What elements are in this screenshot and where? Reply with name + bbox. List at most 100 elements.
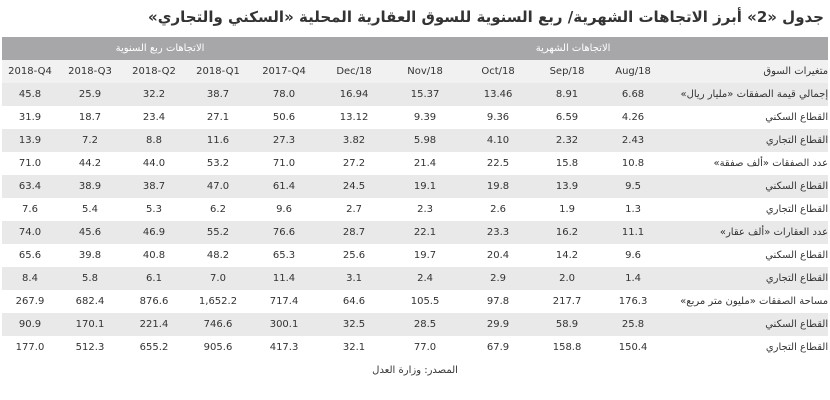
table-cell: 38.9: [58, 175, 122, 198]
table-cell: 2.4: [390, 267, 461, 290]
table-cell: 8.91: [536, 83, 599, 106]
table-row: 177.0 512.3 655.2 905.6 417.3 32.1 77.0 67.9 158…: [2, 336, 829, 359]
table-cell: 77.0: [390, 336, 461, 359]
table-cell: 2.3: [390, 198, 461, 221]
table-cell: 45.8: [2, 83, 58, 106]
table-cell: 28.5: [390, 313, 461, 336]
table-cell: 4.26: [598, 106, 669, 129]
table-cell: 74.0: [2, 221, 58, 244]
table-cell: 46.9: [122, 221, 186, 244]
table-cell: 63.4: [2, 175, 58, 198]
table-cell: 29.9: [460, 313, 537, 336]
table-cell: 53.2: [186, 152, 250, 175]
table-cell: 21.4: [390, 152, 461, 175]
table-row: 8.4 5.8 6.1 7.0 11.4 3.1 2.4 2.9 2.0 1.4 القطاع ال…: [2, 267, 829, 290]
column-header: 2018-Q1: [186, 60, 250, 83]
table-cell: 55.2: [186, 221, 250, 244]
column-header: 2018-Q3: [58, 60, 122, 83]
table-cell: 38.7: [186, 83, 250, 106]
table-cell: 217.7: [536, 290, 599, 313]
table-cell: 905.6: [186, 336, 250, 359]
table-cell: 28.7: [318, 221, 391, 244]
table-cell: 3.1: [318, 267, 391, 290]
column-header: Sep/18: [536, 60, 599, 83]
row-label: القطاع التجاري: [668, 267, 829, 290]
table-cell: 177.0: [2, 336, 58, 359]
table-cell: 2.43: [598, 129, 669, 152]
monthly-trends-header: الاتجاهات الشهرية: [318, 37, 829, 60]
table-cell: 65.3: [250, 244, 319, 267]
row-label: القطاع السكني: [668, 106, 829, 129]
table-row: 90.9 170.1 221.4 746.6 300.1 32.5 28.5 29.9 58.9…: [2, 313, 829, 336]
table-cell: 6.59: [536, 106, 599, 129]
row-label: القطاع السكني: [668, 313, 829, 336]
table-cell: 11.4: [250, 267, 319, 290]
table-cell: 9.6: [598, 244, 669, 267]
table-cell: 19.8: [460, 175, 537, 198]
table-cell: 25.9: [58, 83, 122, 106]
table-cell: 32.5: [318, 313, 391, 336]
table-cell: 45.6: [58, 221, 122, 244]
table-cell: 78.0: [250, 83, 319, 106]
table-cell: 97.8: [460, 290, 537, 313]
table-cell: 3.82: [318, 129, 391, 152]
table-cell: 65.6: [2, 244, 58, 267]
table-cell: 13.46: [460, 83, 537, 106]
table-cell: 20.4: [460, 244, 537, 267]
table-cell: 39.8: [58, 244, 122, 267]
table-cell: 22.5: [460, 152, 537, 175]
table-cell: 40.8: [122, 244, 186, 267]
column-header: Nov/18: [390, 60, 461, 83]
column-header-row: 2018-Q4 2018-Q3 2018-Q2 2018-Q1 2017-Q4 …: [2, 60, 829, 83]
source-row: المصدر: وزارة العدل: [2, 359, 829, 382]
table-row: 65.6 39.8 40.8 48.2 65.3 25.6 19.7 20.4 14.2 9.6 ا…: [2, 244, 829, 267]
table-cell: 27.1: [186, 106, 250, 129]
table-cell: 23.3: [460, 221, 537, 244]
table-cell: 58.9: [536, 313, 599, 336]
table-cell: 6.68: [598, 83, 669, 106]
table-cell: 8.8: [122, 129, 186, 152]
table-row: 63.4 38.9 38.7 47.0 61.4 24.5 19.1 19.8 13.9 9.5 ا…: [2, 175, 829, 198]
row-label: مساحة الصفقات «مليون متر مربع»: [668, 290, 829, 313]
row-label: عدد الصفقات «ألف صفقة»: [668, 152, 829, 175]
table-cell: 11.6: [186, 129, 250, 152]
table-cell: 221.4: [122, 313, 186, 336]
source-note: المصدر: وزارة العدل: [2, 359, 829, 382]
table-cell: 27.2: [318, 152, 391, 175]
market-trends-table: الاتجاهات ربع السنوية الاتجاهات الشهرية …: [2, 37, 829, 382]
table-row: 267.9 682.4 876.6 1,652.2 717.4 64.6 105.5 97.8…: [2, 290, 829, 313]
table-cell: 32.1: [318, 336, 391, 359]
table-cell: 267.9: [2, 290, 58, 313]
table-cell: 31.9: [2, 106, 58, 129]
table-cell: 13.9: [536, 175, 599, 198]
table-cell: 9.5: [598, 175, 669, 198]
label-column-header: متغيرات السوق: [668, 60, 829, 83]
table-body: 45.8 25.9 32.2 38.7 78.0 16.94 15.37 13.46 8.91 6…: [2, 83, 829, 359]
table-row: 13.9 7.2 8.8 11.6 27.3 3.82 5.98 4.10 2.32 2.43 ال…: [2, 129, 829, 152]
table-row: 7.6 5.4 5.3 6.2 9.6 2.7 2.3 2.6 1.9 1.3 القطاع الت…: [2, 198, 829, 221]
table-cell: 27.3: [250, 129, 319, 152]
row-label: القطاع التجاري: [668, 129, 829, 152]
table-cell: 19.7: [390, 244, 461, 267]
table-cell: 14.2: [536, 244, 599, 267]
table-cell: 9.6: [250, 198, 319, 221]
table-cell: 170.1: [58, 313, 122, 336]
table-cell: 7.2: [58, 129, 122, 152]
table-cell: 1,652.2: [186, 290, 250, 313]
table-cell: 1.3: [598, 198, 669, 221]
row-label: القطاع التجاري: [668, 198, 829, 221]
table-cell: 15.37: [390, 83, 461, 106]
table-row: 71.0 44.2 44.0 53.2 71.0 27.2 21.4 22.5 15.8 10.8…: [2, 152, 829, 175]
column-header: Dec/18: [318, 60, 391, 83]
quarterly-trends-header: الاتجاهات ربع السنوية: [2, 37, 319, 60]
table-cell: 746.6: [186, 313, 250, 336]
table-cell: 876.6: [122, 290, 186, 313]
table-cell: 2.6: [460, 198, 537, 221]
column-header: 2018-Q2: [122, 60, 186, 83]
table-cell: 38.7: [122, 175, 186, 198]
table-cell: 512.3: [58, 336, 122, 359]
table-cell: 2.7: [318, 198, 391, 221]
table-cell: 16.2: [536, 221, 599, 244]
table-cell: 25.6: [318, 244, 391, 267]
